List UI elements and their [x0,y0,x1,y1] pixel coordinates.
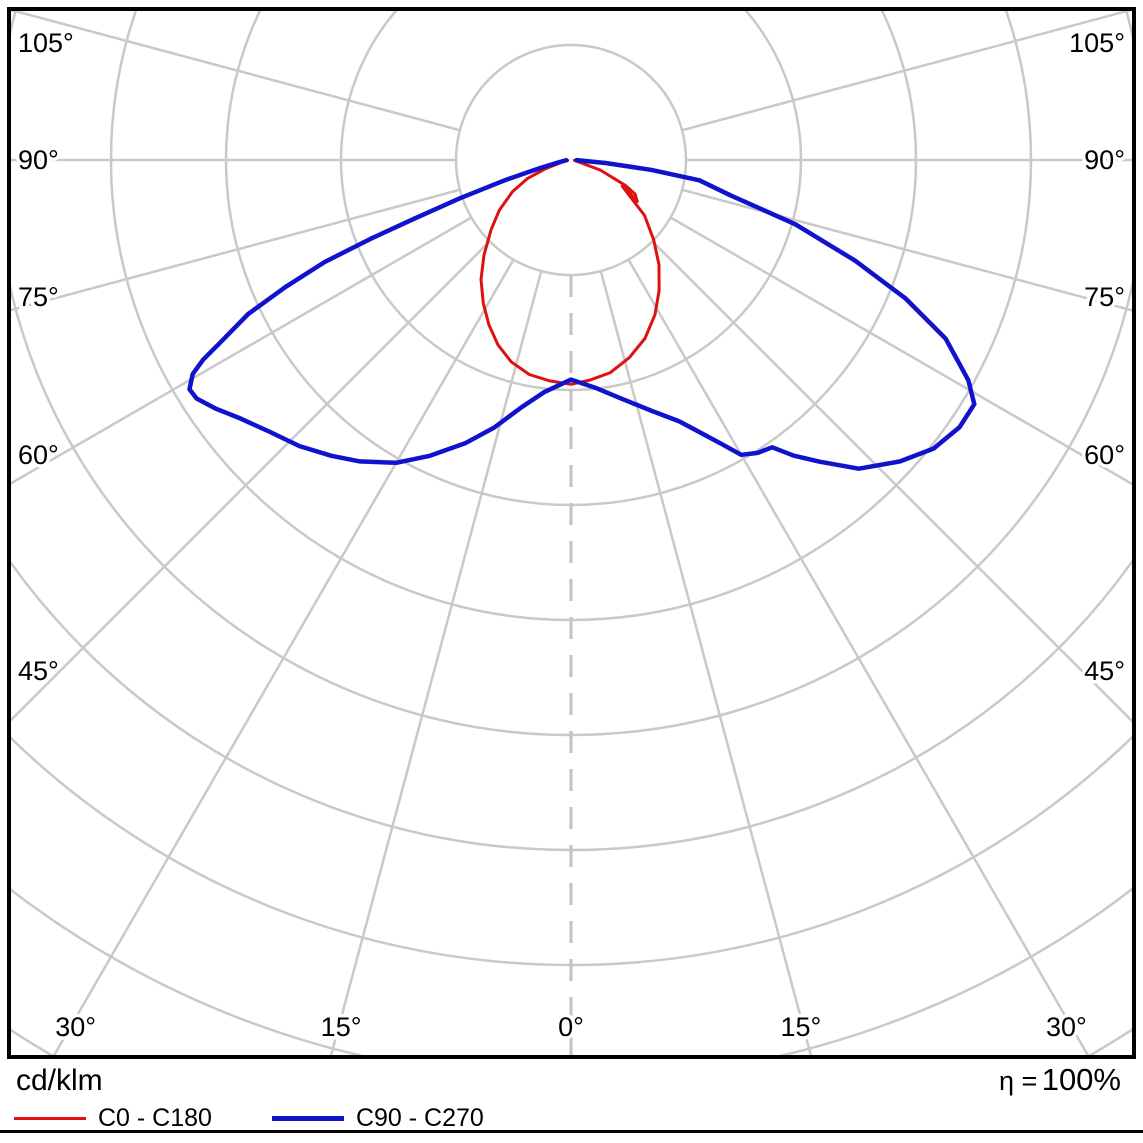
grid-ray [627,258,1090,1055]
grid-ray [11,240,491,722]
grid-ray [681,11,1132,132]
angle-label: 75° [18,282,59,312]
legend-swatch-c0-c180 [14,1117,86,1120]
polar-chart: 105° 90° 75° 60° 45° 30° 15° 0° 15° 30° 45° 60° 75° 9… [7,7,1136,1059]
angle-label: 60° [18,440,59,470]
grid-ray [681,188,1132,312]
efficiency-value: 100% [1041,1062,1121,1097]
grid-ray [11,216,473,485]
legend-label-c90-c270: C90 - C270 [355,1104,484,1132]
legend-swatch-c90-c270 [271,1116,344,1121]
grid-ray [651,240,1132,723]
angle-label: 30° [55,1012,96,1042]
angle-label: 0° [558,1012,584,1042]
grid-ray [669,216,1132,486]
angle-label: 105° [1069,28,1125,58]
angle-label: 15° [321,1012,362,1042]
grid-ray [329,270,543,1055]
angle-label: 15° [780,1012,821,1042]
legend-label-c0-c180: C0 - C180 [98,1104,212,1132]
angle-label: 105° [18,28,74,58]
angle-label: 90° [1084,145,1125,175]
grid-ray [11,188,461,312]
series-curve-c90-c270 [187,157,977,471]
polar-grid [11,11,1132,1055]
angle-label: 90° [18,145,59,175]
legend-item-c0-c180: C0 - C180 [14,1104,212,1133]
angle-label: 45° [1084,656,1125,686]
angle-label: 60° [1084,440,1125,470]
efficiency-readout: η = 100% [999,1062,1121,1098]
angle-label: 30° [1046,1012,1087,1042]
angle-label: 45° [18,656,59,686]
efficiency-symbol: η = [998,1066,1038,1096]
angle-label: 75° [1084,282,1125,312]
unit-label: cd/klm [16,1064,103,1097]
legend: C0 - C180 C90 - C270 [14,1104,544,1133]
grid-ray [599,270,813,1055]
legend-item-c90-c270: C90 - C270 [271,1104,484,1133]
bottom-divider [0,1130,1143,1133]
grid-ray [52,258,515,1055]
grid-ray [11,11,461,132]
chart-footer: cd/klm η = 100% [0,1062,1143,1098]
